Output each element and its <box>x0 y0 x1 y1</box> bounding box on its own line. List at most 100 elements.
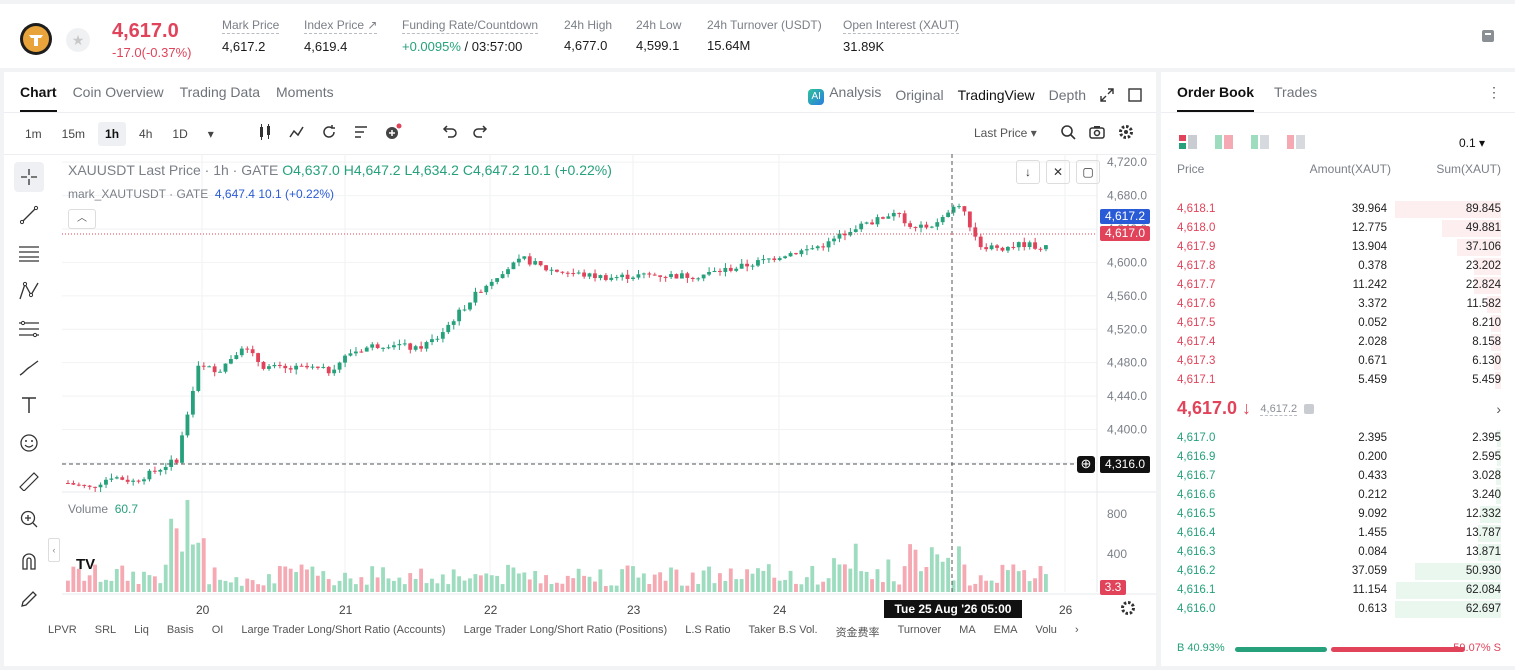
ask-row[interactable]: 4,617.1 5.459 5.459 <box>1161 371 1515 390</box>
stat-index-price[interactable]: Index Price ↗ 4,619.4 <box>304 18 378 54</box>
view-bids-icon[interactable] <box>1251 135 1269 149</box>
collapse-sidebar-icon[interactable]: ‹ <box>48 538 60 562</box>
scroll-down-icon[interactable]: ↓ <box>1016 160 1040 184</box>
bid-price: 4,616.4 <box>1177 527 1216 539</box>
ask-row[interactable]: 4,618.0 12.775 49.881 <box>1161 219 1515 238</box>
list-settings-icon[interactable] <box>352 123 370 141</box>
view-both-icon[interactable] <box>1179 135 1197 149</box>
emoji-icon[interactable] <box>14 428 44 458</box>
bid-row[interactable]: 4,616.5 9.092 12.332 <box>1161 505 1515 524</box>
add-order-icon[interactable]: ⊕ <box>1077 456 1095 473</box>
ruler-icon[interactable] <box>14 466 44 496</box>
brush-icon[interactable] <box>14 352 44 382</box>
pattern-icon[interactable] <box>14 276 44 306</box>
collapse-legend-button[interactable]: ︿ <box>68 209 96 229</box>
window-icon[interactable] <box>1128 87 1142 102</box>
favorite-star-icon[interactable]: ★ <box>66 28 90 52</box>
horizontal-lines-icon[interactable] <box>14 238 44 268</box>
tab-order-book[interactable]: Order Book <box>1177 84 1255 112</box>
shrink-icon[interactable]: ✕ <box>1046 160 1070 184</box>
ask-row[interactable]: 4,617.3 0.671 6.130 <box>1161 352 1515 371</box>
analysis-button[interactable]: AI Analysis <box>808 84 881 105</box>
candle-type-icon[interactable] <box>256 123 274 141</box>
refresh-icon[interactable] <box>320 123 338 141</box>
ask-row[interactable]: 4,617.6 3.372 11.582 <box>1161 295 1515 314</box>
gear-icon[interactable] <box>1118 124 1134 140</box>
interval-1h[interactable]: 1h <box>98 122 127 146</box>
interval-4h[interactable]: 4h <box>139 127 153 141</box>
pencil-lock-icon[interactable] <box>14 584 44 614</box>
interval-dropdown[interactable]: ▾ <box>207 127 214 141</box>
tab-original[interactable]: Original <box>895 86 944 103</box>
bid-row[interactable]: 4,616.2 37.059 50.930 <box>1161 562 1515 581</box>
zoom-in-icon[interactable] <box>14 504 44 534</box>
indicator-ls-ratio[interactable]: L.S Ratio <box>685 624 731 636</box>
indicator-funding-rate[interactable]: 资金费率 <box>835 627 880 639</box>
stat-mark-price[interactable]: Mark Price 4,617.2 <box>222 18 280 54</box>
bid-row[interactable]: 4,617.0 2.395 2.395 <box>1161 429 1515 448</box>
camera-icon[interactable] <box>1089 124 1105 140</box>
view-asks-icon[interactable] <box>1287 135 1305 149</box>
text-tool-icon[interactable] <box>14 390 44 420</box>
indicator-ls-positions[interactable]: Large Trader Long/Short Ratio (Positions… <box>463 624 668 636</box>
book-icon[interactable] <box>1480 28 1496 44</box>
indicator-scroll-right-icon[interactable]: › <box>1074 624 1079 636</box>
trendline-icon[interactable] <box>14 200 44 230</box>
view-split-icon[interactable] <box>1215 135 1233 149</box>
bid-row[interactable]: 4,616.6 0.212 3.240 <box>1161 486 1515 505</box>
indicator-liq[interactable]: Liq <box>134 624 149 636</box>
more-menu-icon[interactable]: ⋮ <box>1487 84 1501 100</box>
interval-1d[interactable]: 1D <box>172 127 188 141</box>
bid-row[interactable]: 4,616.4 1.455 13.787 <box>1161 524 1515 543</box>
fib-icon[interactable] <box>14 314 44 344</box>
mid-price-row[interactable]: 4,617.0 ↓ 4,617.2 › <box>1177 398 1501 419</box>
bid-row[interactable]: 4,616.1 11.154 62.084 <box>1161 581 1515 600</box>
indicator-lpvr[interactable]: LPVR <box>48 624 77 636</box>
bid-row[interactable]: 4,616.3 0.084 13.871 <box>1161 543 1515 562</box>
bid-row[interactable]: 4,616.7 0.433 3.028 <box>1161 467 1515 486</box>
tab-chart[interactable]: Chart <box>20 84 57 112</box>
redo-icon[interactable] <box>472 123 490 141</box>
expand-icon[interactable] <box>1100 87 1114 102</box>
indicator-ema[interactable]: EMA <box>993 624 1018 636</box>
tab-tradingview[interactable]: TradingView <box>957 86 1035 103</box>
indicator-ma[interactable]: MA <box>959 624 976 636</box>
bid-depth-bar <box>1414 563 1501 580</box>
undo-icon[interactable] <box>440 123 458 141</box>
bid-row[interactable]: 4,616.0 0.613 62.697 <box>1161 600 1515 619</box>
tab-coin-overview[interactable]: Coin Overview <box>72 84 164 100</box>
tick-size-select[interactable]: 0.1 ▾ <box>1459 136 1486 150</box>
bid-row[interactable]: 4,616.9 0.200 2.595 <box>1161 448 1515 467</box>
indicator-srl[interactable]: SRL <box>94 624 117 636</box>
ask-row[interactable]: 4,617.7 11.242 22.824 <box>1161 276 1515 295</box>
indicator-volume[interactable]: Volu <box>1035 624 1057 636</box>
search-icon[interactable] <box>1060 124 1076 140</box>
ask-row[interactable]: 4,617.5 0.052 8.210 <box>1161 314 1515 333</box>
ask-row[interactable]: 4,617.9 13.904 37.106 <box>1161 238 1515 257</box>
tab-trades[interactable]: Trades <box>1274 84 1318 100</box>
indicators-icon[interactable] <box>288 123 306 141</box>
ask-row[interactable]: 4,617.8 0.378 23.202 <box>1161 257 1515 276</box>
ask-row[interactable]: 4,618.1 39.964 89.845 <box>1161 200 1515 219</box>
indicator-taker-vol[interactable]: Taker B.S Vol. <box>748 624 818 636</box>
interval-1m[interactable]: 1m <box>25 127 42 141</box>
stat-open-interest[interactable]: Open Interest (XAUT) 31.89K <box>843 18 960 54</box>
ask-row[interactable]: 4,617.4 2.028 8.158 <box>1161 333 1515 352</box>
crosshair-icon[interactable] <box>14 162 44 192</box>
magnet-icon[interactable] <box>14 546 44 576</box>
indicator-oi[interactable]: OI <box>211 624 224 636</box>
chart-settings-icon[interactable] <box>1120 600 1136 616</box>
add-alert-icon[interactable] <box>384 123 402 141</box>
stat-funding-rate[interactable]: Funding Rate/Countdown +0.0095% / 03:57:… <box>402 18 539 54</box>
tab-moments[interactable]: Moments <box>276 84 334 100</box>
chevron-right-icon[interactable]: › <box>1496 401 1501 417</box>
price-chart[interactable]: 4,720.04,680.04,640.04,600.04,560.04,520… <box>4 72 1156 666</box>
restore-icon[interactable]: ▢ <box>1076 160 1100 184</box>
indicator-turnover[interactable]: Turnover <box>897 624 942 636</box>
tab-trading-data[interactable]: Trading Data <box>179 84 261 100</box>
indicator-basis[interactable]: Basis <box>166 624 194 636</box>
interval-15m[interactable]: 15m <box>61 127 86 141</box>
price-source-select[interactable]: Last Price ▾ <box>974 126 1037 140</box>
indicator-ls-accounts[interactable]: Large Trader Long/Short Ratio (Accounts) <box>241 624 446 636</box>
tab-depth[interactable]: Depth <box>1048 86 1086 103</box>
